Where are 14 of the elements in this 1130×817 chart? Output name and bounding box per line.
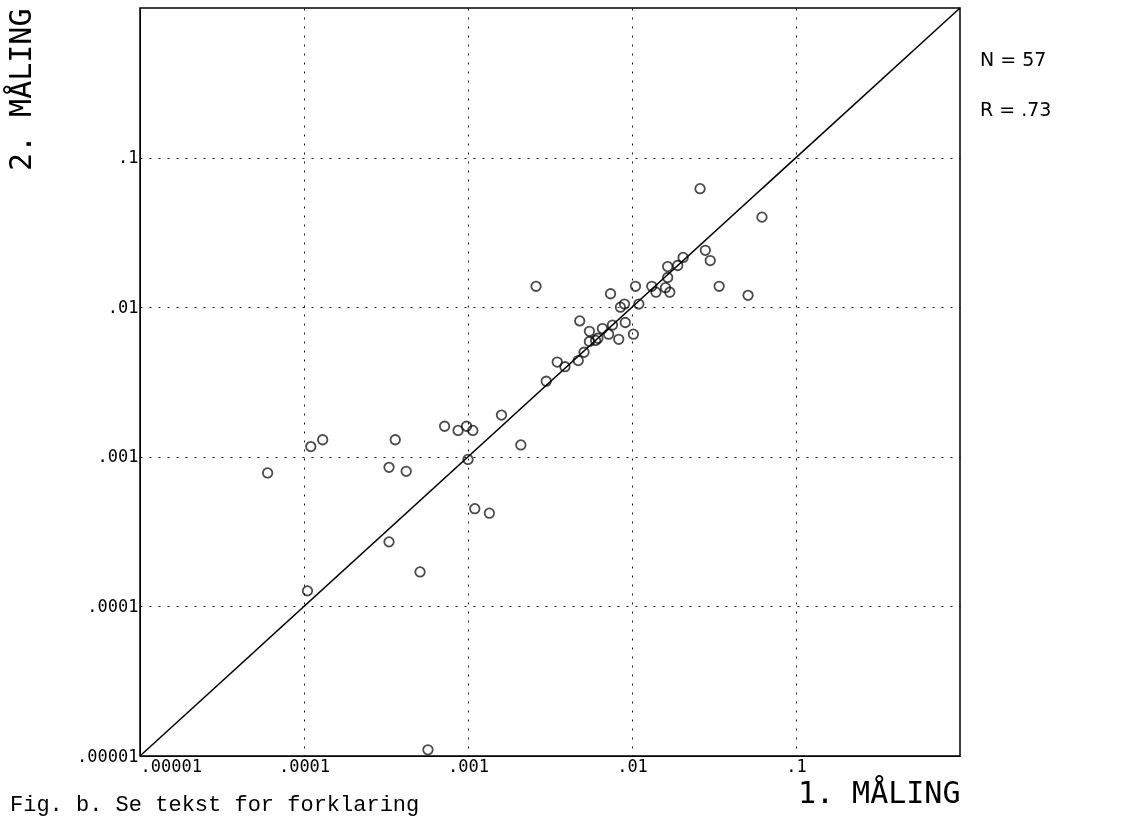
y-tick-label: .001 (97, 446, 139, 467)
text: Fig. b. Se tekst for forklaring (10, 793, 420, 817)
y-tick-label: .1 (118, 147, 139, 168)
x-tick-label: .01 (617, 755, 648, 776)
x-tick-label: .0001 (278, 755, 331, 776)
text: R = .73 (980, 98, 1052, 120)
x-axis-title: 1. MÅLING (797, 774, 961, 810)
y-tick-label: .0001 (87, 595, 139, 616)
y-tick-label: .01 (107, 296, 139, 317)
x-tick-label: .00001 (140, 755, 202, 776)
text: N = 57 (980, 48, 1047, 70)
x-tick-label: .1 (786, 755, 807, 776)
x-tick-label: .001 (448, 755, 489, 776)
y-axis-title: 2. MÅLING (3, 8, 39, 172)
